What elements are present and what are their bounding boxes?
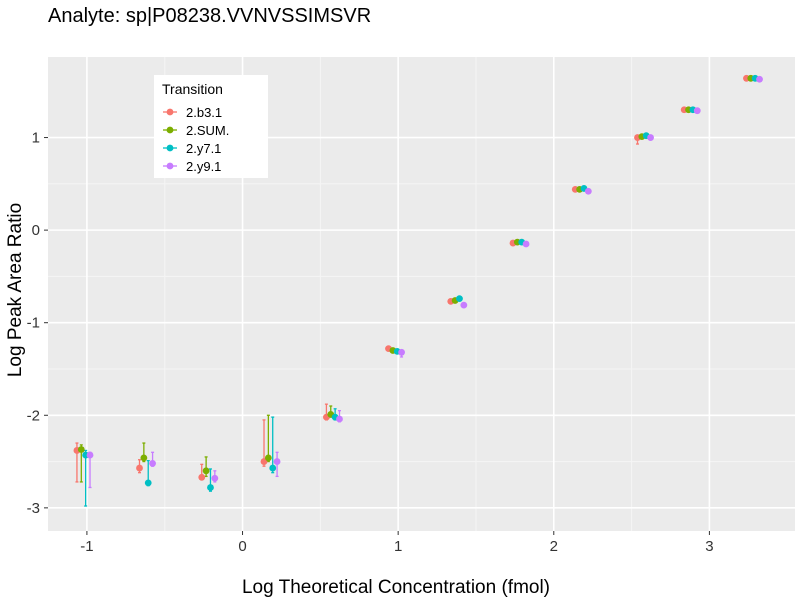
data-point (144, 479, 152, 487)
data-points (73, 74, 763, 491)
data-point (269, 464, 277, 472)
data-point (149, 460, 156, 467)
data-point (202, 467, 210, 475)
legend-items: 2.b3.1 2.SUM. 2.y7.1 2.y9.1 (163, 105, 229, 174)
data-point (77, 446, 85, 453)
y-tick-label: 1 (32, 130, 40, 147)
legend-box (154, 75, 268, 178)
data-point (86, 451, 94, 459)
data-point (647, 134, 654, 141)
data-point (140, 454, 148, 462)
legend-key-point (166, 144, 174, 152)
data-point (207, 484, 214, 491)
x-tick-label: 3 (705, 538, 713, 555)
data-point (693, 107, 701, 115)
x-tick-label: 2 (550, 538, 558, 555)
legend-key-point (166, 126, 174, 134)
x-tick-label: 1 (394, 538, 402, 555)
legend-label: 2.y7.1 (186, 141, 221, 156)
legend-label: 2.y9.1 (186, 159, 221, 174)
x-axis-title: Log Theoretical Concentration (fmol) (242, 577, 550, 598)
y-tick-label: 0 (32, 222, 40, 239)
data-point (522, 240, 530, 248)
x-tick-label: 0 (238, 538, 246, 555)
data-point (336, 415, 343, 423)
axes: -1 0 1 2 3 -3 -2 -1 0 1 (27, 130, 714, 555)
data-point (211, 474, 219, 482)
y-tick-label: -3 (27, 500, 40, 517)
legend-title: Transition (162, 81, 223, 97)
data-point (456, 295, 463, 303)
legend: Transition 2.b3.1 2.SUM. 2.y7.1 2.y9.1 (154, 75, 268, 178)
chart-title: Analyte: sp|P08238.VVNVSSIMSVR (48, 5, 371, 27)
data-point (398, 348, 405, 356)
data-point (273, 458, 281, 465)
data-point (756, 75, 763, 83)
x-tick-label: -1 (80, 538, 93, 555)
y-axis-title: Log Peak Area Ratio (5, 203, 26, 377)
data-point (198, 473, 206, 481)
legend-label: 2.b3.1 (186, 105, 222, 120)
legend-key-point (166, 162, 174, 170)
legend-label: 2.SUM. (186, 123, 229, 138)
data-point (264, 454, 272, 462)
y-tick-label: -1 (27, 315, 40, 332)
legend-key-point (166, 108, 174, 116)
data-point (136, 464, 143, 472)
grid (48, 57, 795, 531)
y-tick-label: -2 (27, 407, 40, 424)
data-point (584, 187, 592, 195)
data-point (460, 301, 468, 309)
